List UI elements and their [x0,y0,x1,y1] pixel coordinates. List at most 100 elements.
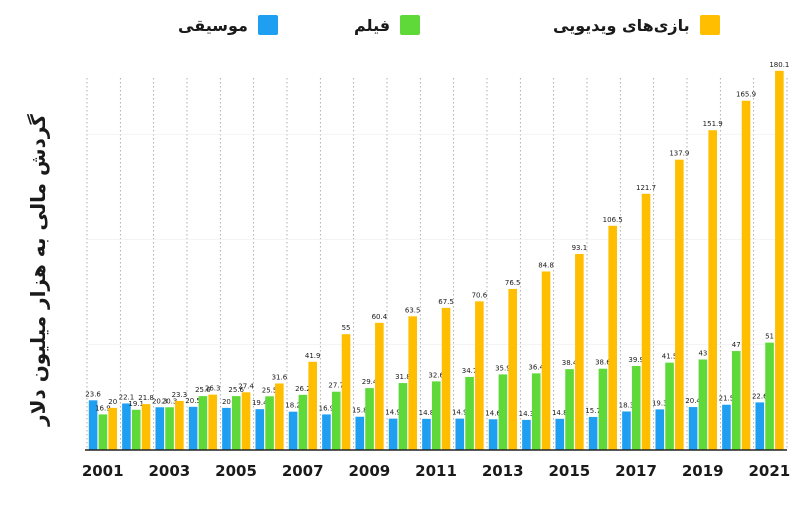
data-label: 20.5 [185,397,201,405]
bar-music [322,414,331,450]
bar-film [465,376,474,450]
bar-video-games [775,70,784,450]
data-label: 47 [732,341,741,349]
legend-item-music: موسیقی [178,12,278,38]
data-label: 39.9 [628,356,644,364]
bar-music [688,407,698,450]
x-tick-label: 2017 [615,462,657,480]
bar-music [355,416,365,450]
data-label: 25.6 [228,386,244,394]
bar-film [698,359,708,450]
data-label: 106.5 [603,216,623,224]
bar-film [331,391,341,450]
bar-film [765,342,774,450]
bar-music [288,411,298,450]
bar-film [165,407,174,450]
data-label: 93.1 [572,244,588,252]
bar-film [431,381,441,450]
bar-music [622,411,631,450]
data-label: 14.8 [552,409,568,417]
legend-label-music: موسیقی [178,15,248,35]
data-label: 25.5 [262,386,278,394]
data-label: 20 [108,398,117,406]
bar-film [665,362,674,450]
bar-video-games [375,322,384,450]
data-label: 26.2 [295,385,311,393]
bar-video-games [508,288,517,450]
bar-music [488,419,498,450]
bar-video-games [275,383,284,450]
bar-music [188,406,198,450]
bar-video-games [741,100,751,450]
data-label: 20.3 [152,397,168,405]
data-label: 41.9 [305,352,321,360]
data-label: 19.3 [652,399,668,407]
data-label: 22.6 [752,392,768,400]
bar-music [88,400,98,450]
bar-music [522,419,531,450]
x-tick-label: 2007 [282,462,324,480]
data-label: 15.8 [352,407,368,415]
data-label: 14.9 [385,409,401,417]
bar-video-games [108,407,117,450]
bar-music [455,418,465,450]
data-label: 27.4 [238,382,254,390]
bar-music [222,407,231,450]
data-label: 14.8 [419,409,435,417]
data-label: 67.5 [438,298,454,306]
data-label: 26.3 [205,385,221,393]
legend-swatch-film [400,15,421,35]
data-label: 60.4 [372,313,388,321]
data-label: 20.4 [685,397,701,405]
data-label: 23.6 [85,390,101,398]
legend-label-video-games: بازی‌های ویدیویی [553,15,690,35]
bar-video-games [608,225,617,450]
bar-music [722,404,731,450]
data-label: 51 [765,333,774,341]
data-label: 16.9 [95,404,111,412]
bar-film [231,396,241,450]
bar-film [131,409,141,450]
data-label: 14.9 [452,409,468,417]
bar-video-games [441,307,451,450]
bar-film [198,396,208,450]
bar-film [365,388,374,450]
x-tick-label: 2003 [148,462,190,480]
data-label: 35.9 [495,364,511,372]
bar-film [565,369,574,450]
data-label: 14.3 [519,410,535,418]
legend-item-film: فیلم [354,12,421,38]
data-label: 137.9 [669,150,689,158]
data-label: 38.4 [562,359,578,367]
bar-video-games [175,400,184,450]
bar-film [731,351,741,450]
bar-film [265,396,274,450]
data-label: 25.6 [195,386,211,394]
data-label: 63.5 [405,306,421,314]
data-label: 27.7 [328,382,344,390]
legend-swatch-music [257,15,278,35]
bar-music [422,418,431,450]
bar-video-games [575,254,584,450]
bar-video-games [141,404,151,450]
x-tick-label: 2015 [548,462,590,480]
bar-film [531,373,541,450]
bar-video-games [641,193,651,450]
bar-video-games [408,316,417,450]
legend-label-film: فیلم [354,15,391,35]
data-label: 29.4 [362,378,378,386]
data-label: 22.1 [119,393,135,401]
x-tick-label: 2005 [215,462,257,480]
data-label: 121.7 [636,184,656,192]
data-label: 43 [698,349,707,357]
bar-music [388,418,398,450]
data-label: 19.4 [252,399,268,407]
data-label: 14.6 [485,409,501,417]
bar-music [588,416,598,450]
bar-video-games [475,301,484,450]
data-label: 70.6 [472,291,488,299]
x-tick-label: 2013 [482,462,524,480]
data-label: 16.9 [319,404,335,412]
data-label: 15.7 [585,407,601,415]
